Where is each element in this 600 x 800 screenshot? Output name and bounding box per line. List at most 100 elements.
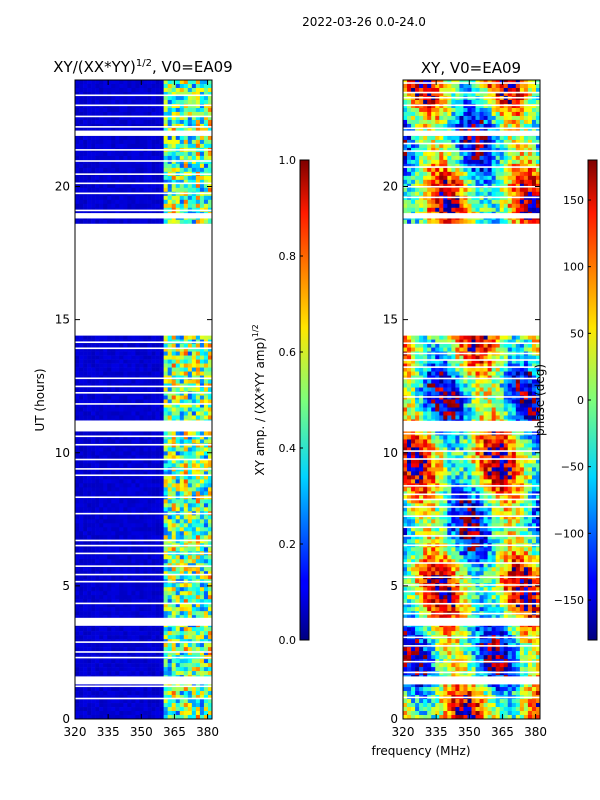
heatmap-cell (87, 591, 91, 595)
heatmap-cell (123, 164, 127, 168)
heatmap-cell (103, 591, 107, 595)
heatmap-cell (160, 587, 164, 591)
heatmap-cell (148, 84, 152, 88)
heatmap-cell (103, 547, 107, 551)
heatmap-cell (176, 487, 180, 491)
heatmap-cell (144, 368, 148, 372)
heatmap-cell (75, 583, 79, 587)
heatmap-cell (192, 164, 196, 168)
heatmap-cell (180, 631, 184, 635)
heatmap-cell (75, 100, 79, 104)
heatmap-cell (83, 184, 87, 188)
heatmap-cell (95, 80, 99, 84)
heatmap-cell (135, 364, 139, 368)
heatmap-cell (139, 527, 143, 531)
heatmap-cell (135, 635, 139, 639)
heatmap-cell (160, 144, 164, 148)
heatmap-cell (99, 164, 103, 168)
heatmap-cell (135, 627, 139, 631)
heatmap-cell (111, 204, 115, 208)
heatmap-cell (123, 535, 127, 539)
heatmap-cell (127, 547, 131, 551)
heatmap-cell (148, 168, 152, 172)
heatmap-cell (139, 156, 143, 160)
heatmap-cell (188, 80, 192, 84)
heatmap-cell (107, 591, 111, 595)
heatmap-cell (172, 136, 176, 140)
heatmap-cell (148, 356, 152, 360)
heatmap-cell (204, 487, 208, 491)
heatmap-cell (123, 631, 127, 635)
heatmap-cell (103, 96, 107, 100)
heatmap-cell (164, 164, 168, 168)
heatmap-cell (79, 463, 83, 467)
heatmap-cell (139, 364, 143, 368)
heatmap-cell (135, 188, 139, 192)
heatmap-cell (176, 352, 180, 356)
heatmap-cell (75, 336, 79, 340)
heatmap-cell (107, 136, 111, 140)
heatmap-cell (91, 587, 95, 591)
heatmap-cell (168, 523, 172, 527)
heatmap-cell (95, 396, 99, 400)
heatmap-cell (168, 527, 172, 531)
heatmap-cell (87, 627, 91, 631)
heatmap-cell (107, 156, 111, 160)
heatmap-cell (139, 663, 143, 667)
heatmap-cell (123, 547, 127, 551)
heatmap-cell (87, 136, 91, 140)
heatmap-cell (135, 663, 139, 667)
heatmap-cell (164, 503, 168, 507)
heatmap-cell (160, 555, 164, 559)
heatmap-cell (172, 344, 176, 348)
heatmap-cell (156, 627, 160, 631)
heatmap-cell (156, 407, 160, 411)
heatmap-cell (184, 479, 188, 483)
heatmap-cell (200, 184, 204, 188)
heatmap-cell (180, 659, 184, 663)
heatmap-cell (135, 372, 139, 376)
heatmap-cell (119, 164, 123, 168)
heatmap-cell (160, 515, 164, 519)
heatmap-cell (107, 364, 111, 368)
heatmap-cell (172, 88, 176, 92)
heatmap-cell (156, 527, 160, 531)
heatmap-cell (115, 396, 119, 400)
heatmap-cell (111, 583, 115, 587)
heatmap-cell (152, 547, 156, 551)
heatmap-cell (200, 635, 204, 639)
heatmap-cell (135, 479, 139, 483)
heatmap-cell (168, 344, 172, 348)
heatmap-cell (95, 663, 99, 667)
heatmap-cell (111, 88, 115, 92)
heatmap-cell (103, 196, 107, 200)
heatmap-cell (164, 336, 168, 340)
heatmap-cell (204, 451, 208, 455)
heatmap-cell (115, 144, 119, 148)
heatmap-cell (160, 439, 164, 443)
heatmap-cell (111, 196, 115, 200)
heatmap-cell (196, 184, 200, 188)
heatmap-cell (148, 451, 152, 455)
heatmap-cell (200, 356, 204, 360)
heatmap-cell (168, 591, 172, 595)
heatmap-cell (200, 188, 204, 192)
heatmap-cell (95, 84, 99, 88)
heatmap-cell (188, 136, 192, 140)
heatmap-cell (180, 136, 184, 140)
heatmap-cell (204, 188, 208, 192)
heatmap-cell (176, 220, 180, 224)
heatmap-cell (135, 100, 139, 104)
heatmap-cell (160, 631, 164, 635)
heatmap-cell (103, 144, 107, 148)
heatmap-cell (111, 559, 115, 563)
heatmap-cell (172, 360, 176, 364)
heatmap-cell (75, 164, 79, 168)
heatmap-cell (176, 643, 180, 647)
heatmap-cell (172, 479, 176, 483)
heatmap-cell (127, 352, 131, 356)
heatmap-cell (107, 344, 111, 348)
heatmap-cell (204, 388, 208, 392)
heatmap-cell (196, 168, 200, 172)
heatmap-cell (127, 360, 131, 364)
